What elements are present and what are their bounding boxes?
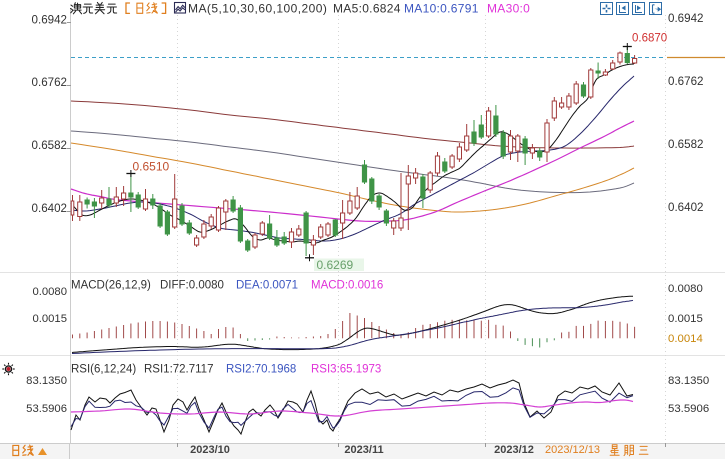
- svg-text:83.1350: 83.1350: [668, 375, 709, 387]
- svg-text:0.6269: 0.6269: [317, 258, 354, 272]
- svg-text:0.0080: 0.0080: [32, 286, 67, 298]
- svg-text:83.1350: 83.1350: [26, 375, 67, 387]
- svg-text:RSI2:70.1968: RSI2:70.1968: [226, 364, 296, 376]
- svg-text:DIFF:0.0080: DIFF:0.0080: [160, 280, 224, 292]
- svg-text:DEA:0.0071: DEA:0.0071: [236, 280, 298, 292]
- svg-text:0.0014: 0.0014: [668, 333, 703, 345]
- svg-text:0.6762: 0.6762: [32, 76, 67, 89]
- svg-text:53.5906: 53.5906: [668, 403, 709, 415]
- svg-text:0.6870: 0.6870: [632, 33, 667, 45]
- svg-text:0.0080: 0.0080: [668, 283, 703, 295]
- svg-text:RSI3:65.1973: RSI3:65.1973: [311, 364, 381, 376]
- svg-text:MA(5,10,30,60,100,200): MA(5,10,30,60,100,200): [188, 2, 327, 16]
- svg-text:0.6402: 0.6402: [32, 202, 67, 215]
- svg-text:MA5:0.6824: MA5:0.6824: [333, 2, 401, 16]
- svg-text:0.6942: 0.6942: [32, 14, 67, 27]
- svg-text:MA30:0: MA30:0: [487, 2, 530, 16]
- svg-text:0.6582: 0.6582: [32, 139, 67, 152]
- svg-text:0.6402: 0.6402: [668, 201, 703, 214]
- svg-text:0.0015: 0.0015: [668, 313, 703, 325]
- svg-text:2023/12: 2023/12: [494, 444, 534, 456]
- svg-text:MA10:0.6791: MA10:0.6791: [404, 2, 479, 16]
- svg-text:MACD:0.0016: MACD:0.0016: [311, 280, 383, 292]
- svg-text:0.6762: 0.6762: [668, 75, 703, 88]
- svg-text:2023/10: 2023/10: [190, 444, 230, 456]
- svg-text:MACD(26,12,9): MACD(26,12,9): [71, 280, 151, 292]
- svg-text:0.6942: 0.6942: [668, 12, 703, 25]
- svg-text:53.5906: 53.5906: [26, 403, 67, 415]
- svg-text:2023/12/13: 2023/12/13: [545, 444, 600, 456]
- svg-text:0.0015: 0.0015: [32, 313, 67, 325]
- svg-text:2023/11: 2023/11: [344, 444, 383, 456]
- svg-text:0.6510: 0.6510: [133, 160, 170, 174]
- svg-text:0.6582: 0.6582: [668, 138, 703, 151]
- svg-text:RSI1:72.7117: RSI1:72.7117: [144, 364, 213, 376]
- svg-text:RSI(6,12,24): RSI(6,12,24): [71, 364, 136, 376]
